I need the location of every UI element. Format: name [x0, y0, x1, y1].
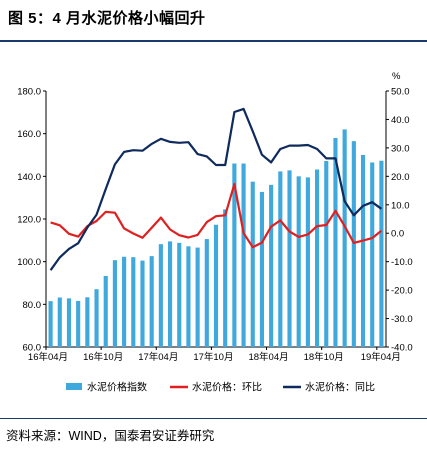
top-rule: [0, 40, 427, 42]
bar-price-index: [76, 300, 81, 347]
bar-price-index: [103, 275, 108, 347]
y-right-tick-label: 20.0: [391, 172, 410, 183]
y-right-tick-label: 40.0: [391, 115, 410, 126]
y-right-tick-label: -40.0: [391, 343, 413, 354]
y-left-tick-label: 180.0: [17, 87, 41, 98]
y-right-tick-label: -20.0: [391, 286, 413, 297]
y-left-tick-label: 140.0: [17, 172, 41, 183]
line-yoy-change: [49, 107, 383, 271]
x-tick-label: 16年04月: [28, 351, 68, 363]
bar-price-index: [342, 129, 347, 347]
bottom-rule: [0, 418, 427, 419]
bar-price-index: [94, 289, 99, 347]
bar-price-index: [269, 184, 274, 347]
y-left-tick-label: 60.0: [23, 343, 42, 354]
bar-price-index: [379, 160, 384, 347]
bar-price-index: [186, 246, 191, 347]
bar-price-index: [232, 163, 237, 347]
legend: 水泥价格指数 水泥价格：环比 水泥价格：同比: [66, 381, 375, 394]
bar-price-index: [122, 256, 127, 347]
bar-price-index: [360, 155, 366, 347]
bar-price-index: [158, 244, 163, 347]
y-right-unit: %: [392, 71, 401, 82]
bar-price-index: [324, 160, 329, 347]
bar-price-index: [204, 239, 209, 347]
bar-price-index: [278, 171, 283, 347]
cement-price-chart: 60.0 80.0 100.0 120.0 140.0 160.0 180.0 -40.0 -3…: [17, 71, 412, 394]
line-series: [49, 107, 383, 271]
bar-price-index: [223, 209, 228, 347]
y-right-tick-label: 0.0: [391, 229, 404, 240]
bar-price-index: [167, 241, 173, 347]
legend-swatch-price-index: [66, 383, 82, 390]
y-left-tick-label: 80.0: [23, 300, 42, 311]
y-right-tick-label: 10.0: [391, 200, 410, 211]
x-tick-label: 18年10月: [304, 351, 344, 363]
figure-title: 图 5：4 月水泥价格小幅回升: [8, 10, 206, 27]
bar-price-index: [85, 297, 90, 347]
bar-price-index: [351, 141, 356, 347]
bar-series-price-index: [48, 129, 384, 347]
bar-price-index: [315, 169, 320, 347]
source-note: 资料来源：WIND，国泰君安证券研究: [6, 429, 215, 443]
y-right-tick-label: -10.0: [391, 257, 413, 268]
bar-price-index: [333, 137, 338, 347]
y-right-tick-label: 50.0: [391, 87, 410, 98]
bar-price-index: [112, 260, 117, 347]
line-mom-change: [50, 182, 383, 249]
bar-price-index: [131, 257, 136, 347]
bar-price-index: [149, 256, 154, 347]
x-tick-label: 19年04月: [361, 351, 401, 363]
bar-price-index: [296, 176, 301, 347]
x-tick-label: 16年10月: [83, 351, 123, 363]
legend-label-yoy: 水泥价格：同比: [305, 381, 375, 394]
bar-price-index: [66, 298, 72, 347]
x-tick-label: 17年10月: [193, 351, 233, 363]
bar-price-index: [140, 260, 145, 347]
bar-price-index: [57, 297, 62, 347]
legend-label-mom: 水泥价格：环比: [192, 381, 262, 394]
bar-price-index: [213, 224, 219, 347]
bar-price-index: [305, 177, 310, 347]
legend-label-price-index: 水泥价格指数: [87, 381, 147, 394]
bar-price-index: [259, 191, 265, 347]
bar-price-index: [250, 181, 255, 347]
y-right-tick-label: 30.0: [391, 143, 410, 154]
axes: 60.0 80.0 100.0 120.0 140.0 160.0 180.0 -40.0 -3…: [17, 71, 412, 363]
y-left-tick-label: 100.0: [17, 257, 41, 268]
x-tick-label: 17年04月: [138, 351, 178, 363]
bar-price-index: [195, 247, 200, 347]
bar-price-index: [177, 242, 182, 347]
y-left-tick-label: 120.0: [17, 215, 41, 226]
bar-price-index: [241, 163, 246, 347]
y-right-tick-label: -30.0: [391, 314, 413, 325]
bar-price-index: [48, 301, 53, 347]
bar-price-index: [287, 170, 292, 347]
y-left-tick-label: 160.0: [17, 129, 41, 140]
bar-price-index: [370, 162, 375, 347]
x-tick-label: 18年04月: [248, 351, 288, 363]
